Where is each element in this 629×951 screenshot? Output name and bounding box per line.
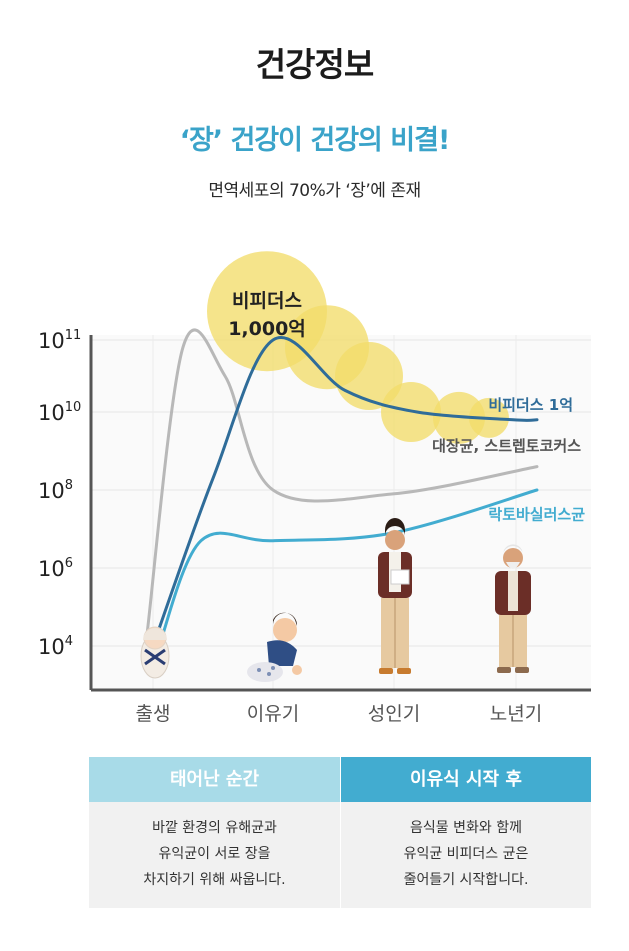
table-header-birth: 태어난 순간 — [89, 757, 340, 802]
table-header-weaning: 이유식 시작 후 — [341, 757, 591, 802]
life-stage-figures — [140, 518, 531, 682]
gut-bacteria-chart: 1011 1010 108 106 104 출생 이유기 성인기 노년기 비피더스 1억대장균, … — [38, 251, 591, 725]
series-line — [157, 488, 539, 648]
headline: ‘장’ 건강이 건강의 비결! — [179, 125, 451, 156]
y-tick-label: 1011 — [38, 328, 81, 353]
table-line: 바깥 환경의 유해균과 — [152, 820, 277, 836]
elderly-figure — [495, 544, 531, 673]
x-tick-label: 출생 — [136, 703, 171, 725]
y-tick-label: 104 — [38, 634, 73, 659]
bubble-label: 비피더스 — [232, 290, 302, 312]
x-tick-label: 노년기 — [490, 703, 542, 725]
adult-figure — [378, 518, 412, 674]
table-cell-birth: 바깥 환경의 유해균과 유익균이 서로 장을 차지하기 위해 싸웁니다. — [89, 802, 340, 908]
table-line: 유익균 비피더스 균은 — [403, 846, 529, 862]
x-tick-label: 성인기 — [368, 703, 420, 725]
labels: 1011 1010 108 106 104 출생 이유기 성인기 노년기 비피더스 1억대장균, … — [38, 290, 585, 725]
newborn-figure — [140, 626, 170, 679]
toddler-figure — [247, 612, 302, 682]
table-line: 유익균이 서로 장을 — [158, 846, 271, 862]
x-tick-label: 이유기 — [247, 703, 299, 725]
series-lines — [145, 328, 539, 648]
y-tick-label: 106 — [38, 556, 73, 581]
y-tick-label: 1010 — [38, 400, 81, 425]
table-line: 차지하기 위해 싸웁니다. — [143, 872, 286, 888]
series-label: 대장균, 스트렙토코커스 — [432, 437, 581, 455]
page-title: 건강정보 — [255, 45, 374, 84]
series-label: 락토바실러스균 — [488, 506, 585, 524]
table-cell-weaning: 음식물 변화와 함께 유익균 비피더스 균은 줄어들기 시작합니다. — [341, 802, 591, 908]
bubble-label: 1,000억 — [228, 318, 306, 340]
table-line: 줄어들기 시작합니다. — [403, 872, 529, 888]
series-line — [151, 336, 539, 648]
axes — [89, 335, 591, 692]
series-label: 비피더스 1억 — [488, 396, 573, 414]
info-table: 태어난 순간 이유식 시작 후 바깥 환경의 유해균과 유익균이 서로 장을 차… — [89, 757, 591, 908]
series-line — [145, 328, 539, 636]
table-line: 음식물 변화와 함께 — [410, 820, 522, 836]
y-tick-label: 108 — [38, 478, 73, 503]
subtitle: 면역세포의 70%가 ‘장’에 존재 — [208, 181, 421, 201]
